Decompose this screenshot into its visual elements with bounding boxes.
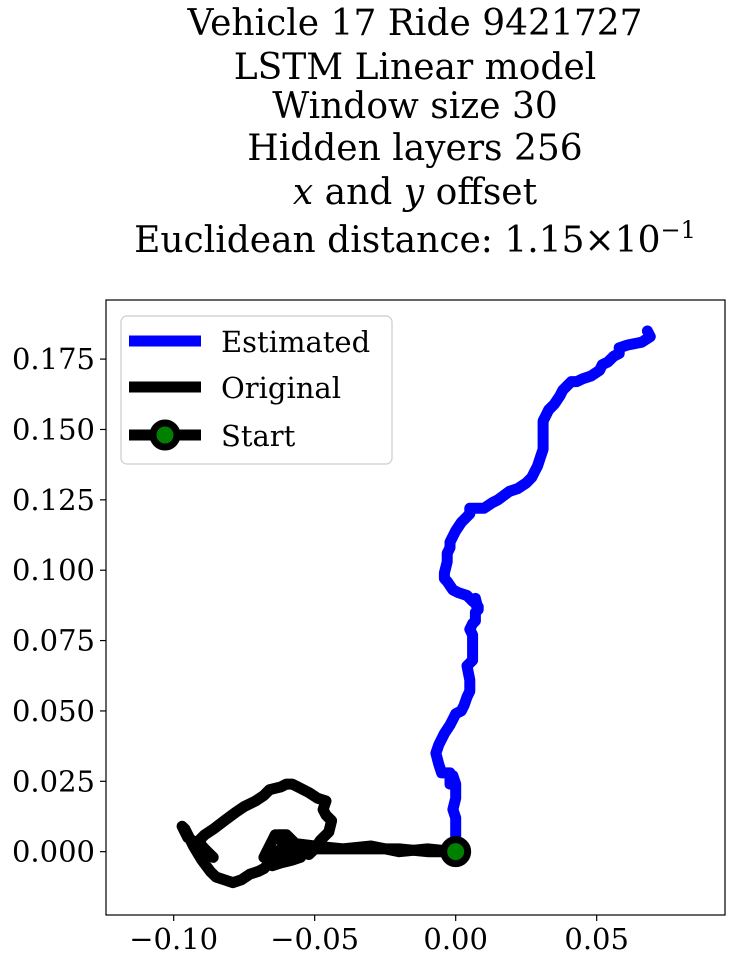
title-line-window: Window size 30 [272, 86, 558, 127]
y-tick-label: 0.175 [12, 342, 95, 376]
x-tick-label: 0.00 [423, 922, 488, 956]
chart-title: Vehicle 17 Ride 9421727 LSTM Linear mode… [134, 3, 696, 261]
legend: Estimated Original Start [120, 315, 393, 465]
y-axis: 0.000 0.025 0.050 0.075 0.100 0.125 0.150 0.175 [12, 342, 106, 869]
y-tick-label: 0.150 [12, 412, 95, 446]
title-y-var: y [402, 172, 425, 213]
legend-start-label: Start [221, 419, 296, 453]
title-distance-prefix: Euclidean distance: [134, 220, 504, 261]
y-tick-label: 0.125 [12, 483, 95, 517]
title-line-offset: x and y offset [293, 172, 538, 213]
legend-estimated-label: Estimated [221, 325, 370, 359]
x-tick-label: 0.05 [564, 922, 629, 956]
title-line-vehicle: Vehicle 17 Ride 9421727 [186, 3, 642, 44]
original-line [176, 778, 462, 889]
title-offset-suffix: offset [424, 172, 537, 213]
start-marker [440, 836, 472, 868]
y-tick-label: 0.025 [12, 764, 95, 798]
title-distance-times: × [585, 220, 615, 261]
x-axis: −0.10 −0.05 0.00 0.05 [129, 915, 629, 956]
legend-box [120, 315, 393, 465]
y-tick-label: 0.050 [12, 694, 95, 728]
title-line-model: LSTM Linear model [234, 47, 597, 88]
title-distance-base: 10 [615, 220, 661, 261]
x-tick-label: −0.10 [129, 922, 218, 956]
title-and: and [313, 172, 404, 213]
title-distance-mantissa: 1.15 [504, 220, 584, 261]
title-x-var: x [293, 172, 313, 213]
title-line-hidden: Hidden layers 256 [247, 128, 582, 169]
plot-frame [105, 299, 726, 916]
x-tick-label: −0.05 [270, 922, 359, 956]
y-tick-label: 0.000 [12, 835, 95, 869]
title-line-distance: Euclidean distance: 1.15×10−1 [134, 216, 696, 261]
plot-data [176, 325, 656, 889]
estimated-line [430, 325, 656, 858]
legend-start-marker [149, 419, 181, 451]
legend-original-label: Original [221, 371, 341, 405]
title-distance-exponent: −1 [661, 216, 696, 244]
y-tick-label: 0.100 [12, 553, 95, 587]
y-tick-label: 0.075 [12, 624, 95, 658]
